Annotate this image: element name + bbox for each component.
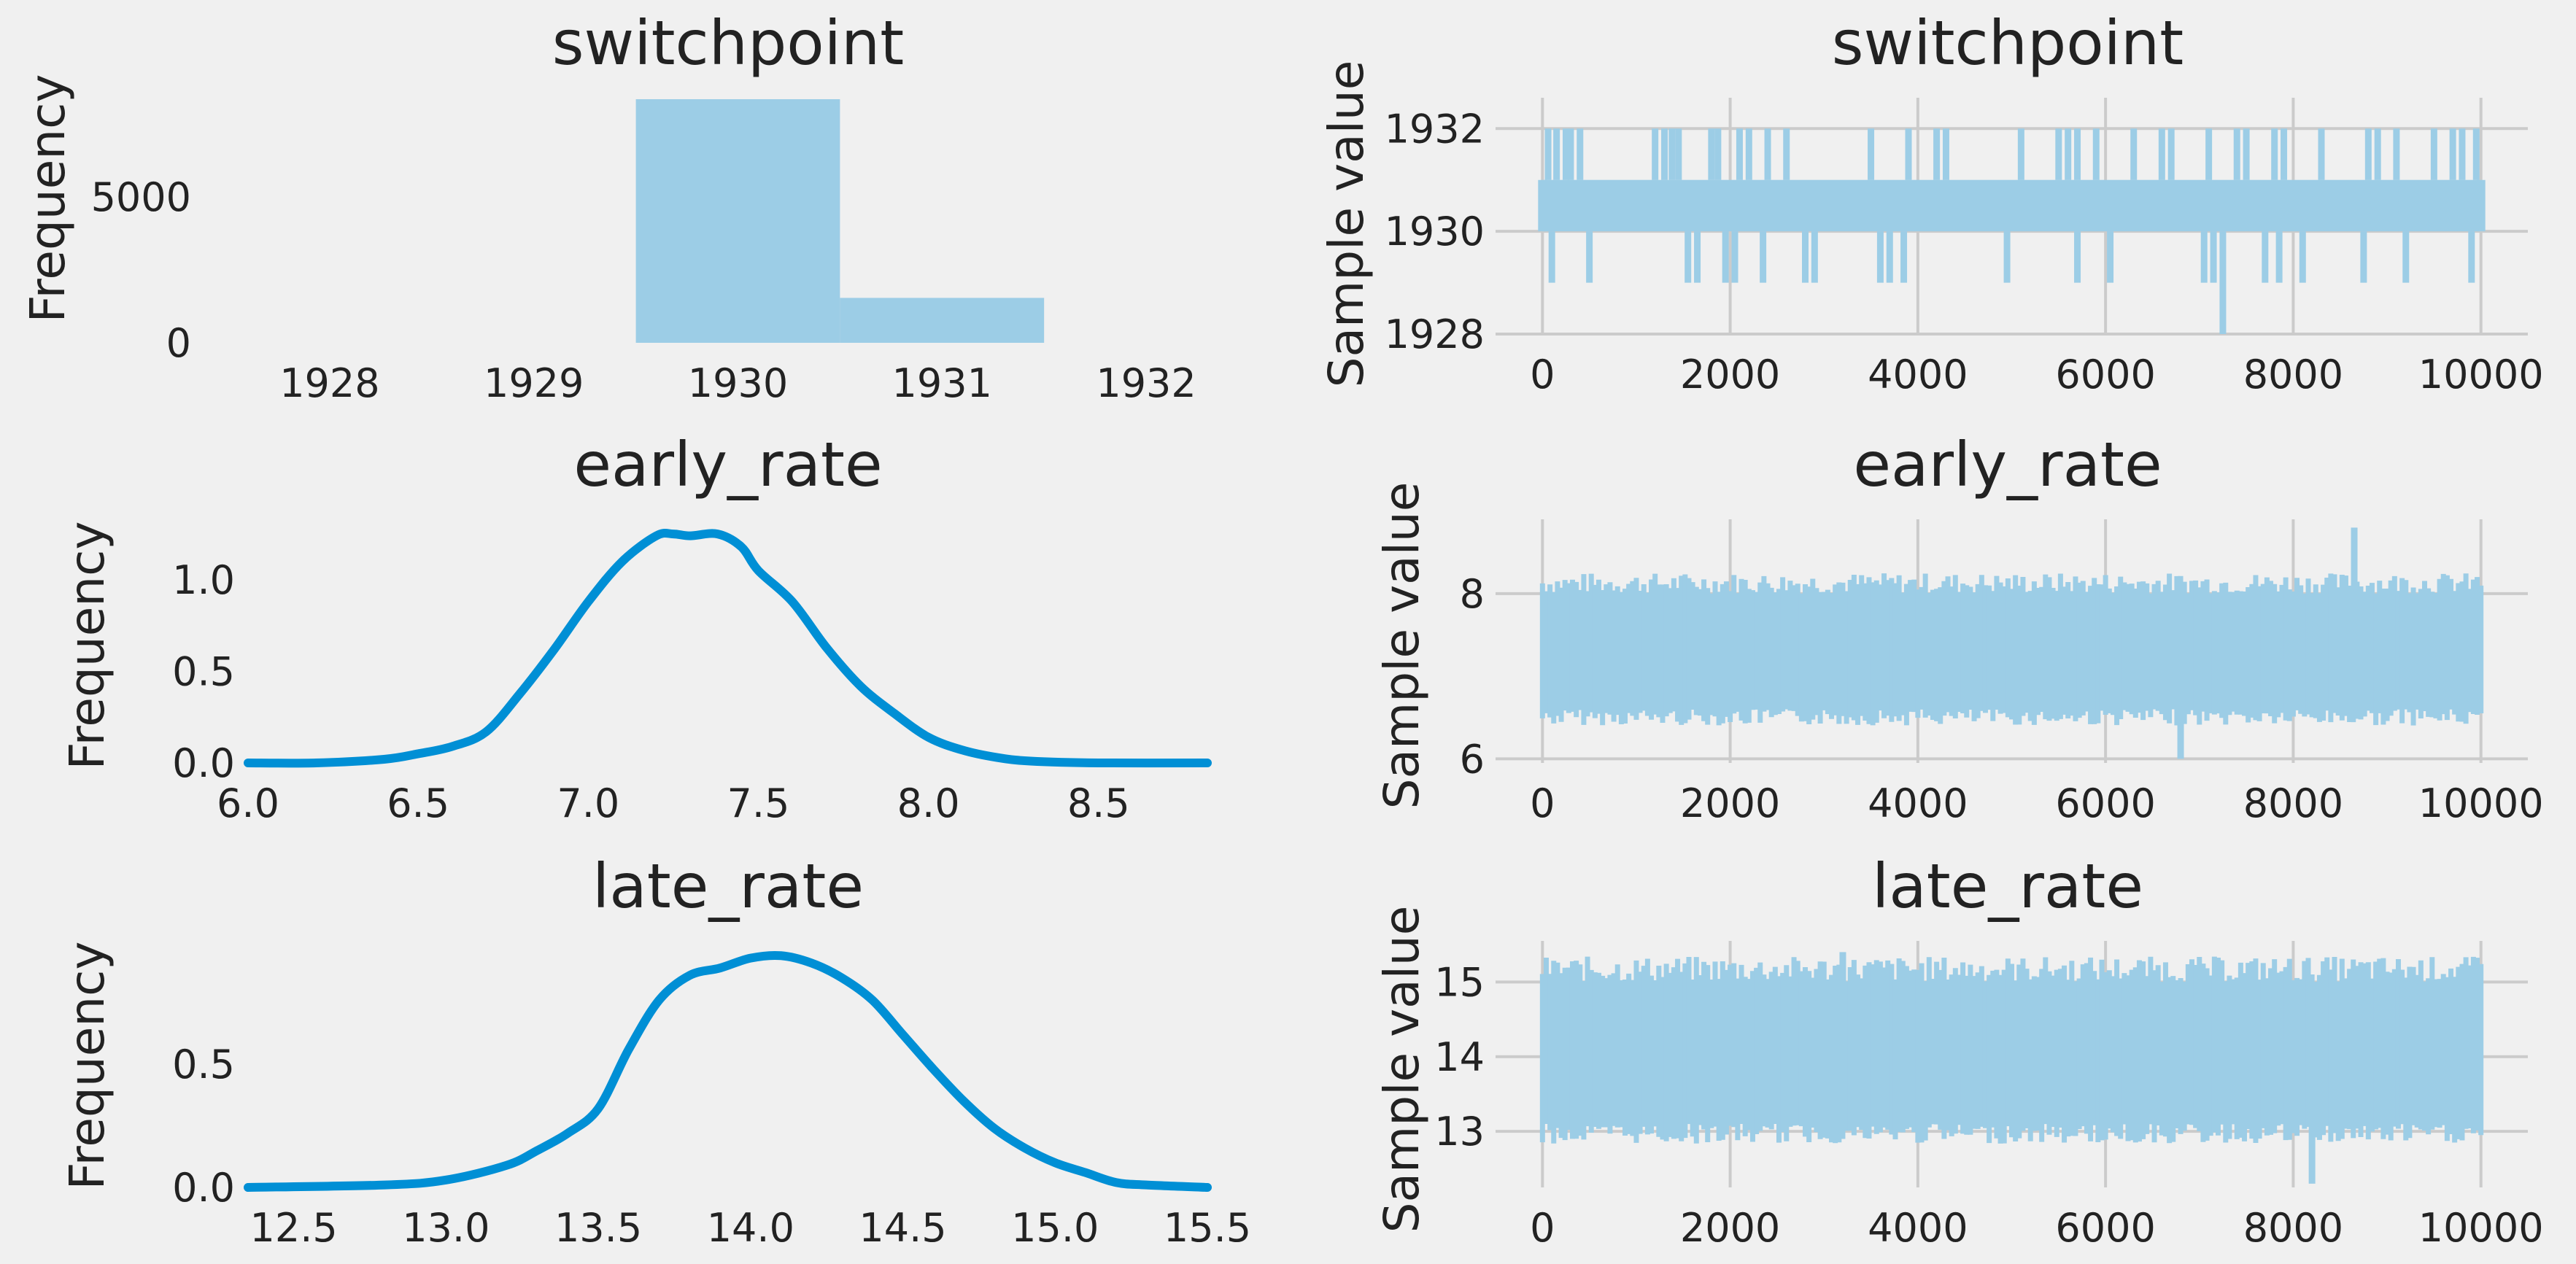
- panel-title: early_rate: [573, 429, 882, 500]
- early-rate-trace-panel: early_rate Sample value 0 2000 4000 6000 800…: [1374, 429, 2544, 826]
- trace-band: [1542, 179, 2481, 232]
- x-tick-label: 1928: [279, 360, 379, 406]
- y-axis-label: Frequency: [20, 74, 76, 323]
- x-tick-label: 13.0: [402, 1205, 490, 1251]
- x-tick-label: 14.0: [707, 1205, 794, 1251]
- x-tick-label: 13.5: [554, 1205, 642, 1251]
- x-tick-label: 1930: [688, 360, 788, 406]
- x-tick-label: 15.0: [1011, 1205, 1099, 1251]
- plot-area: 0 2000 4000 6000 8000 10000 6 8: [1460, 519, 2544, 826]
- panel-title: switchpoint: [552, 7, 904, 79]
- y-tick-label: 0.5: [172, 1042, 235, 1087]
- x-tick-label: 6000: [2055, 780, 2155, 826]
- x-tick-label: 8000: [2243, 352, 2343, 398]
- x-tick-label: 6000: [2055, 352, 2155, 398]
- y-axis-label: Frequency: [59, 942, 115, 1190]
- x-tick-label: 10000: [2418, 1205, 2544, 1251]
- y-tick-label: 0.5: [172, 648, 235, 694]
- x-tick-label: 0: [1530, 352, 1555, 398]
- panel-title: late_rate: [592, 850, 864, 922]
- x-tick-label: 7.0: [557, 780, 619, 826]
- x-tick-label: 4000: [1868, 1205, 1968, 1251]
- x-tick-label: 7.5: [727, 780, 790, 826]
- plot-area: 0 2000 4000 6000 8000 10000 13 14 15: [1434, 941, 2544, 1251]
- x-tick-label: 8000: [2243, 1205, 2343, 1251]
- x-tick-label: 1931: [892, 360, 992, 406]
- panel-title: early_rate: [1853, 429, 2162, 500]
- y-tick-label: 1.0: [172, 557, 235, 603]
- y-tick-label: 1932: [1385, 106, 1485, 152]
- x-tick-label: 2000: [1680, 352, 1780, 398]
- y-tick-label: 15: [1434, 959, 1485, 1005]
- y-tick-label: 1930: [1385, 209, 1485, 255]
- switchpoint-histogram-panel: switchpoint Frequency 1928 1929 1930 1931 19…: [20, 7, 1196, 406]
- y-tick-label: 14: [1434, 1034, 1485, 1080]
- kde-curve: [244, 528, 1212, 768]
- x-tick-label: 4000: [1868, 780, 1968, 826]
- x-tick-label: 2000: [1680, 780, 1780, 826]
- y-tick-label: 8: [1460, 571, 1485, 617]
- y-axis-label: Sample value: [1318, 61, 1374, 388]
- y-tick-label: 0.0: [172, 740, 235, 786]
- x-tick-label: 1932: [1096, 360, 1196, 406]
- histogram-bar: [635, 99, 840, 343]
- y-tick-label: 6: [1460, 736, 1485, 782]
- x-tick-label: 8.5: [1067, 780, 1130, 826]
- x-tick-label: 4000: [1868, 352, 1968, 398]
- kde-curve: [244, 950, 1212, 1192]
- early-rate-kde-panel: early_rate Frequency 6.0 6.5 7.0 7.5 8.0 8.5 0…: [59, 429, 1212, 826]
- x-tick-label: 0: [1530, 780, 1555, 826]
- plot-area: 1928 1929 1930 1931 1932 0 5000: [91, 99, 1196, 406]
- x-tick-label: 10000: [2418, 780, 2544, 826]
- y-tick-label: 13: [1434, 1109, 1485, 1155]
- y-tick-label: 5000: [91, 174, 191, 220]
- x-tick-label: 6.5: [387, 780, 449, 826]
- y-tick-label: 1928: [1385, 311, 1485, 357]
- panel-title: switchpoint: [1832, 7, 2184, 79]
- x-tick-label: 2000: [1680, 1205, 1780, 1251]
- plot-area: 6.0 6.5 7.0 7.5 8.0 8.5 0.0 0.5 1.0: [172, 528, 1212, 826]
- panel-title: late_rate: [1872, 850, 2143, 922]
- x-tick-label: 0: [1530, 1205, 1555, 1251]
- y-axis-label: Sample value: [1374, 906, 1430, 1233]
- switchpoint-trace-panel: switchpoint Sample value 0 2000 4000 6000 80…: [1318, 7, 2544, 398]
- x-tick-label: 8000: [2243, 780, 2343, 826]
- x-tick-label: 6000: [2055, 1205, 2155, 1251]
- late-rate-trace-panel: late_rate Sample value 0 2000 4000 6000 8000…: [1374, 850, 2544, 1251]
- plot-area: 0 2000 4000 6000 8000 10000 1928 1930 1932: [1385, 98, 2544, 398]
- x-tick-label: 1929: [484, 360, 584, 406]
- y-tick-label: 0: [166, 320, 191, 366]
- y-axis-label: Sample value: [1374, 482, 1430, 810]
- x-tick-label: 14.5: [859, 1205, 946, 1251]
- x-tick-label: 6.0: [217, 780, 279, 826]
- y-tick-label: 0.0: [172, 1165, 235, 1211]
- x-tick-label: 12.5: [250, 1205, 338, 1251]
- x-tick-label: 15.5: [1164, 1205, 1251, 1251]
- histogram-bar: [840, 298, 1045, 343]
- x-tick-label: 8.0: [897, 780, 960, 826]
- y-axis-label: Frequency: [59, 522, 115, 770]
- x-tick-label: 10000: [2418, 352, 2544, 398]
- plot-area: 12.5 13.0 13.5 14.0 14.5 15.0 15.5 0.0 0.5: [172, 950, 1251, 1251]
- late-rate-kde-panel: late_rate Frequency 12.5 13.0 13.5 14.0 14.5…: [59, 850, 1251, 1251]
